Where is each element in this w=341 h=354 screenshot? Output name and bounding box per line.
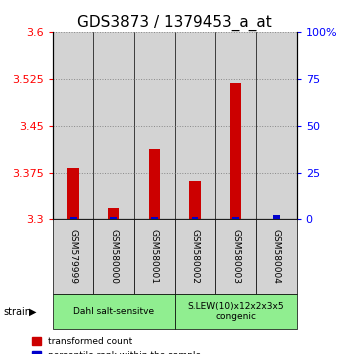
- Text: GSM580001: GSM580001: [150, 229, 159, 284]
- Bar: [149, 149, 160, 219]
- Bar: [175, 32, 216, 219]
- Bar: [134, 32, 175, 219]
- Text: S.LEW(10)x12x2x3x5
congenic: S.LEW(10)x12x2x3x5 congenic: [188, 302, 284, 321]
- Bar: [273, 215, 280, 219]
- Bar: [108, 208, 119, 219]
- Bar: [256, 32, 297, 219]
- Bar: [53, 32, 93, 219]
- Text: GSM580004: GSM580004: [272, 229, 281, 284]
- Text: GSM580003: GSM580003: [231, 229, 240, 284]
- Text: GSM580000: GSM580000: [109, 229, 118, 284]
- Title: GDS3873 / 1379453_a_at: GDS3873 / 1379453_a_at: [77, 14, 272, 30]
- Bar: [93, 32, 134, 219]
- Bar: [151, 217, 158, 219]
- Legend: transformed count, percentile rank within the sample: transformed count, percentile rank withi…: [32, 337, 201, 354]
- Bar: [232, 217, 239, 219]
- Bar: [230, 83, 241, 219]
- Bar: [68, 167, 79, 219]
- Bar: [110, 217, 117, 219]
- Text: Dahl salt-sensitve: Dahl salt-sensitve: [73, 307, 154, 316]
- Bar: [192, 217, 198, 219]
- Text: GSM580002: GSM580002: [191, 229, 199, 284]
- Bar: [189, 181, 201, 219]
- Bar: [216, 32, 256, 219]
- Text: strain: strain: [3, 307, 31, 316]
- Text: GSM579999: GSM579999: [69, 229, 78, 284]
- Bar: [70, 217, 77, 219]
- Text: ▶: ▶: [29, 307, 36, 316]
